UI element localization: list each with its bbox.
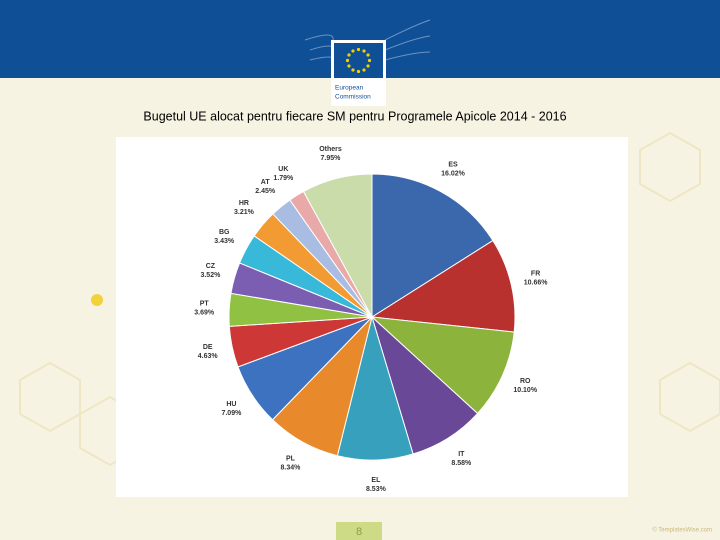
logo-text: Commission <box>335 94 371 101</box>
slide-title: Bugetul UE alocat pentru fiecare SM pent… <box>143 109 566 123</box>
slice-value-label: 2.45% <box>255 188 276 195</box>
eu-star <box>366 64 370 68</box>
pie-slice <box>370 316 515 415</box>
slice-value-label: 7.09% <box>221 410 242 417</box>
slice-value-label: 10.66% <box>524 280 549 287</box>
slice-label: CZ <box>206 263 216 270</box>
slice-value-label: 1.79% <box>273 175 294 182</box>
slice-label: EL <box>371 477 381 484</box>
slice-label: DE <box>203 344 213 351</box>
eu-star <box>347 53 351 57</box>
slice-value-label: 3.43% <box>214 238 235 245</box>
building-lines <box>304 19 431 61</box>
eu-star <box>356 47 361 52</box>
logo-text: European <box>335 85 364 92</box>
slice-label: PT <box>200 300 210 307</box>
slice-value-label: 16.02% <box>441 171 466 178</box>
page-number: 8 <box>356 526 362 538</box>
eu-star <box>367 58 372 63</box>
slice-label: RO <box>520 378 531 385</box>
slice-value-label: 8.58% <box>451 460 472 467</box>
pie-slice <box>371 173 494 318</box>
eu-star <box>356 69 361 74</box>
slice-value-label: 7.95% <box>321 155 342 162</box>
slice-label: AT <box>261 179 271 186</box>
eu-star <box>351 68 355 72</box>
slice-label: HU <box>226 401 236 408</box>
eu-star <box>351 49 355 53</box>
slice-label: PL <box>286 456 296 463</box>
slice-value-label: 10.10% <box>513 387 538 394</box>
slice-value-label: 3.69% <box>194 309 215 316</box>
slice-label: IT <box>458 451 465 458</box>
slice-value-label: 3.21% <box>234 209 255 216</box>
slice-label: UK <box>278 166 288 173</box>
slice-value-label: 3.52% <box>200 272 221 279</box>
eu-star <box>345 58 350 63</box>
eu-star <box>347 64 351 68</box>
page-number-box <box>336 522 382 540</box>
eu-star <box>362 49 366 53</box>
flower-center <box>91 294 103 306</box>
slice-value-label: 8.53% <box>366 486 387 493</box>
pie: ES 16.02% FR 10.66% RO 10.10% IT 8.58% EL 8.53% PL… <box>194 146 548 493</box>
pie-slice <box>370 239 516 333</box>
footer: © TemplatesWise.com <box>652 527 712 534</box>
slice-label: Others <box>319 146 342 153</box>
eu-star <box>362 68 366 72</box>
slice-value-label: 8.34% <box>281 465 302 472</box>
slice-label: BG <box>219 229 230 236</box>
slice-label: FR <box>531 271 540 278</box>
slice-label: HR <box>239 200 249 207</box>
pie-slice <box>302 173 373 318</box>
eu-star <box>366 53 370 57</box>
slice-value-label: 4.63% <box>198 353 219 360</box>
slice-label: ES <box>448 162 458 169</box>
eu-stars <box>345 47 372 74</box>
